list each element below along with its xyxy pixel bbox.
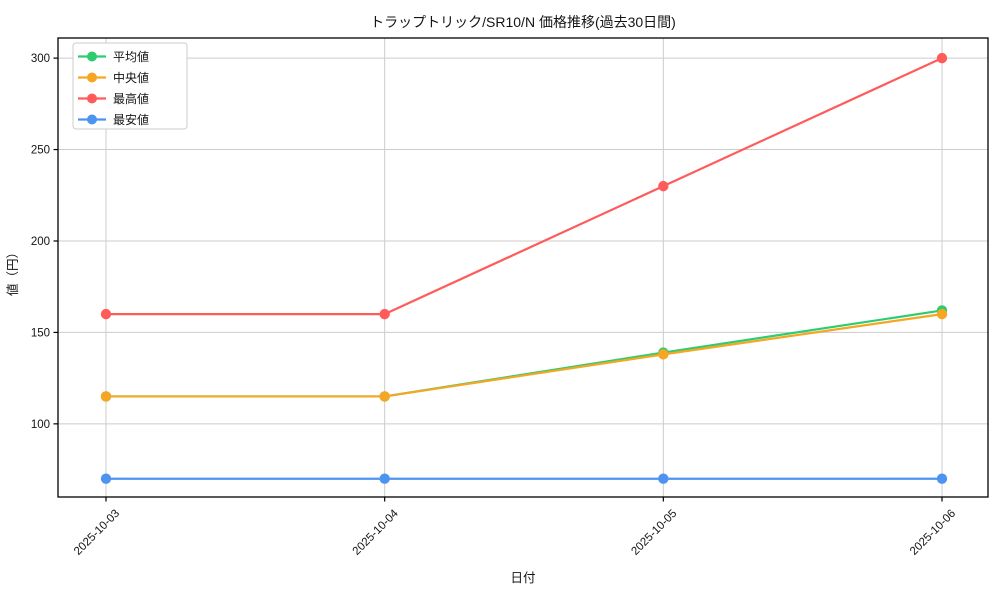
x-axis-label: 日付: [510, 571, 535, 585]
legend-item: 最高値: [78, 91, 149, 106]
series-line-1: [104, 313, 944, 398]
series-point-1: [379, 391, 390, 402]
legend-marker: [87, 114, 97, 125]
series-point-2: [936, 52, 948, 64]
y-tick-label: 150: [31, 327, 50, 339]
legend-label: 最高値: [113, 91, 149, 106]
chart-title: トラップトリック/SR10/N 価格推移(過去30日間): [370, 14, 676, 30]
legend-label: 中央値: [113, 70, 149, 85]
y-tick-label: 250: [31, 145, 50, 157]
series-point-2: [379, 308, 390, 320]
series-point-1: [100, 391, 112, 402]
series-point-1: [936, 308, 948, 320]
x-tick-label: 2025-10-04: [351, 507, 402, 558]
series-point-2: [658, 180, 669, 192]
legend-label: 最安値: [113, 112, 149, 127]
x-tick-label: 2025-10-03: [72, 508, 122, 558]
series-point-3: [100, 473, 112, 484]
x-tick-label: 2025-10-06: [908, 508, 958, 558]
series-line-2: [104, 57, 944, 316]
plot-border: [57, 37, 989, 498]
legend-item: 最安値: [78, 112, 149, 127]
legend-box: [72, 42, 188, 130]
series-point-3: [379, 473, 390, 484]
legend-marker: [87, 93, 97, 104]
y-axis-label: 値（円）: [5, 246, 20, 296]
legend-marker: [87, 72, 97, 83]
legend-marker: [87, 51, 97, 62]
y-tick-label: 200: [31, 236, 50, 248]
series-point-3: [658, 473, 669, 484]
x-tick-label: 2025-10-05: [629, 508, 679, 558]
y-tick-label: 300: [31, 53, 50, 65]
legend-label: 平均値: [113, 49, 149, 64]
legend-item: 平均値: [78, 49, 149, 64]
series-point-3: [936, 473, 948, 484]
series-point-1: [658, 349, 669, 360]
series-line-0: [104, 309, 944, 398]
series-point-2: [100, 308, 112, 320]
y-tick-label: 100: [31, 419, 50, 431]
legend-item: 中央値: [78, 70, 149, 85]
